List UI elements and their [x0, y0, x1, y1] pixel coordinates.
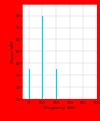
- Y-axis label: Power (dB): Power (dB): [11, 40, 15, 63]
- X-axis label: Frequency (Hz): Frequency (Hz): [44, 106, 75, 110]
